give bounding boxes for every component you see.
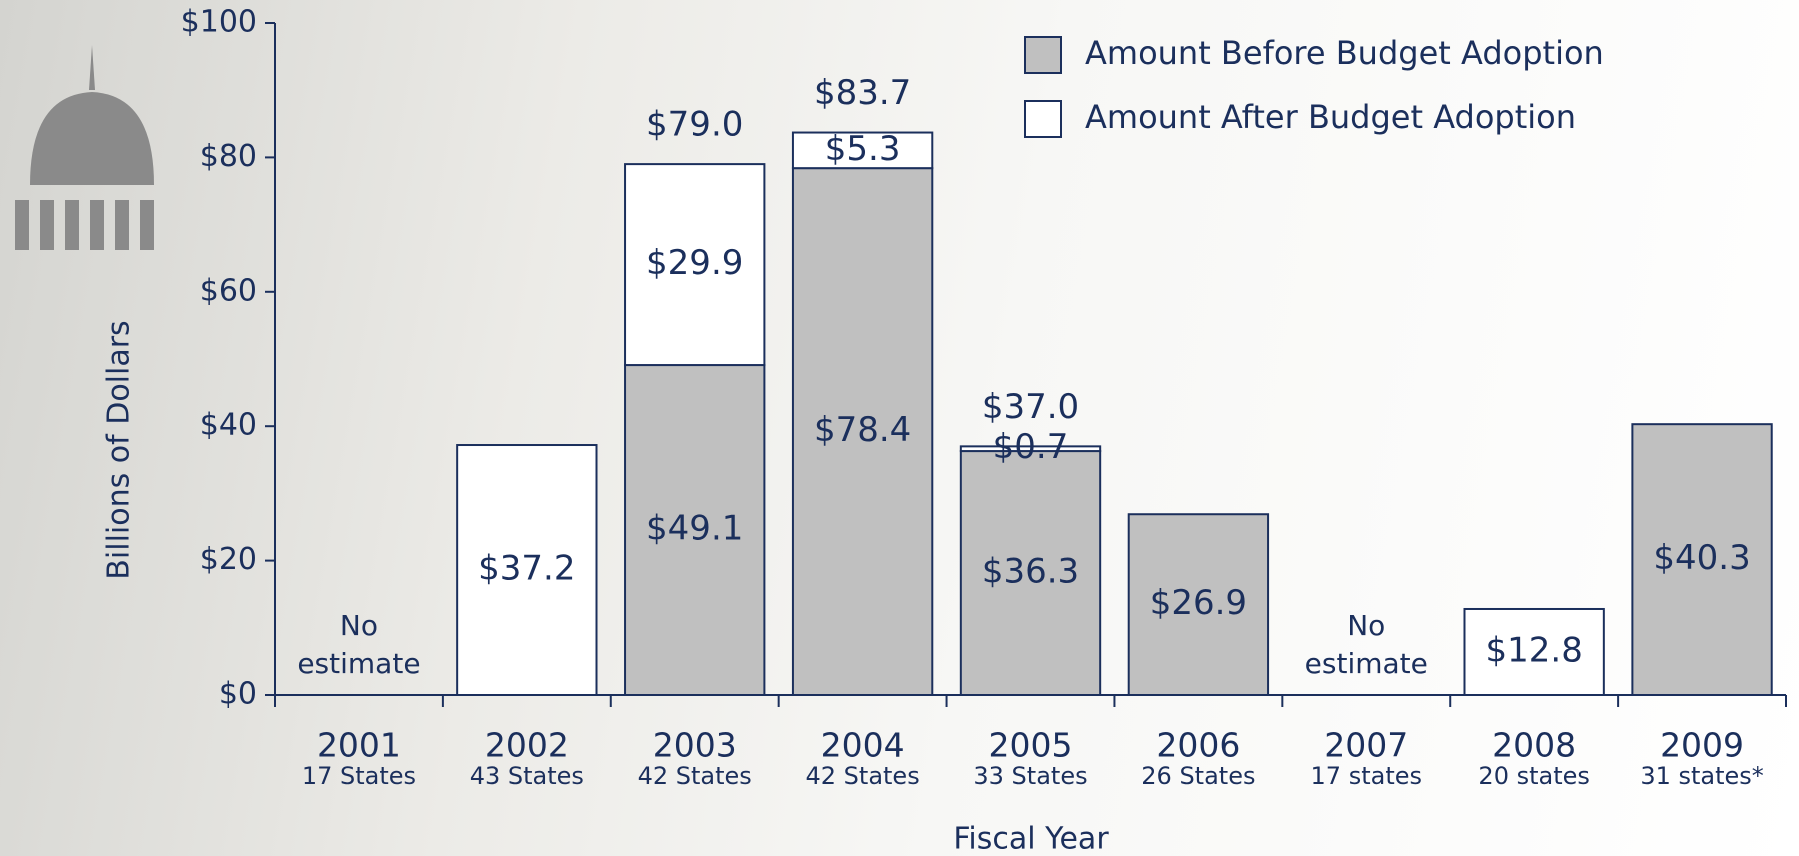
y-tick-label: $0 [219,677,257,712]
x-sublabel: 20 states [1478,762,1589,790]
y-tick-label: $80 [200,139,257,174]
legend-swatch [1024,36,1062,74]
bar-segment [791,167,934,697]
total-label: $83.7 [814,73,911,113]
x-sublabel: 42 States [638,762,752,790]
bar-segment [959,445,1102,453]
legend-label: Amount Before Budget Adoption [1085,34,1604,72]
value-label: $78.4 [814,410,911,450]
annotation: No estimate [297,609,421,680]
x-tick-label: 2008 [1492,726,1576,765]
x-sublabel: 17 states [1311,762,1422,790]
x-tick-label: 2009 [1660,726,1744,765]
legend-label: Amount After Budget Adoption [1085,98,1576,136]
value-label: $29.9 [646,243,743,283]
bar-segment [791,131,934,170]
bar-segment [1463,607,1605,697]
value-label: $12.8 [1485,630,1582,670]
bar-segment [1631,423,1773,696]
bar-segment [456,444,598,696]
value-label: $49.1 [646,509,743,549]
value-label: $5.3 [825,129,901,169]
x-axis-label: Fiscal Year [953,822,1109,856]
x-tick-label: 2004 [821,726,905,765]
x-tick-label: 2005 [989,726,1073,765]
total-label: $79.0 [646,105,743,145]
value-label: $0.7 [993,427,1069,467]
x-tick-label: 2007 [1324,726,1408,765]
y-tick-label: $20 [200,542,257,577]
x-sublabel: 31 states* [1640,762,1763,790]
x-tick-label: 2002 [485,726,569,765]
x-sublabel: 33 States [973,762,1087,790]
y-tick-label: $60 [200,273,257,308]
bar-segment [1127,513,1270,696]
x-tick-label: 2001 [317,726,401,765]
x-sublabel: 43 States [470,762,584,790]
y-tick-label: $100 [181,5,257,40]
annotation: No estimate [1304,609,1428,680]
bar-segment [959,450,1102,696]
x-tick-label: 2006 [1156,726,1240,765]
x-sublabel: 17 States [302,762,416,790]
value-label: $36.3 [982,552,1079,592]
bar-segment [624,163,766,367]
y-tick-label: $40 [200,408,257,443]
dome-icon [15,45,154,250]
value-label: $40.3 [1653,538,1750,578]
y-axis-label: Billions of Dollars [102,320,137,579]
legend-swatch [1024,100,1062,138]
total-label: $37.0 [982,387,1079,427]
x-tick-label: 2003 [653,726,737,765]
value-label: $26.9 [1150,583,1247,623]
x-sublabel: 42 States [806,762,920,790]
x-sublabel: 26 States [1141,762,1255,790]
value-label: $37.2 [478,549,575,589]
